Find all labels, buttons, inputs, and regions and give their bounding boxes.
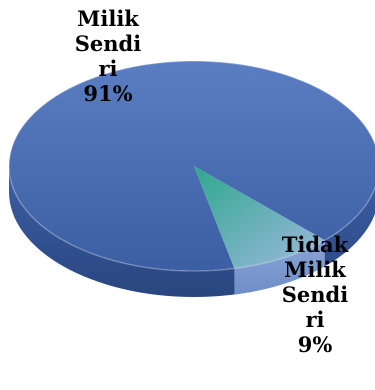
slice-label-tidak-milik-sendiri: Tidak Milik Sendi ri 9% <box>281 232 349 357</box>
slice-label-milik-sendiri: Milik Sendi ri 91% <box>74 6 142 106</box>
pie-slice-tidak-milik-sendiri <box>194 166 325 269</box>
pie-rim <box>8 60 375 272</box>
pie-slice-side-tidak-milik-sendiri <box>234 240 325 295</box>
pie-slice-milik-sendiri <box>9 61 375 271</box>
